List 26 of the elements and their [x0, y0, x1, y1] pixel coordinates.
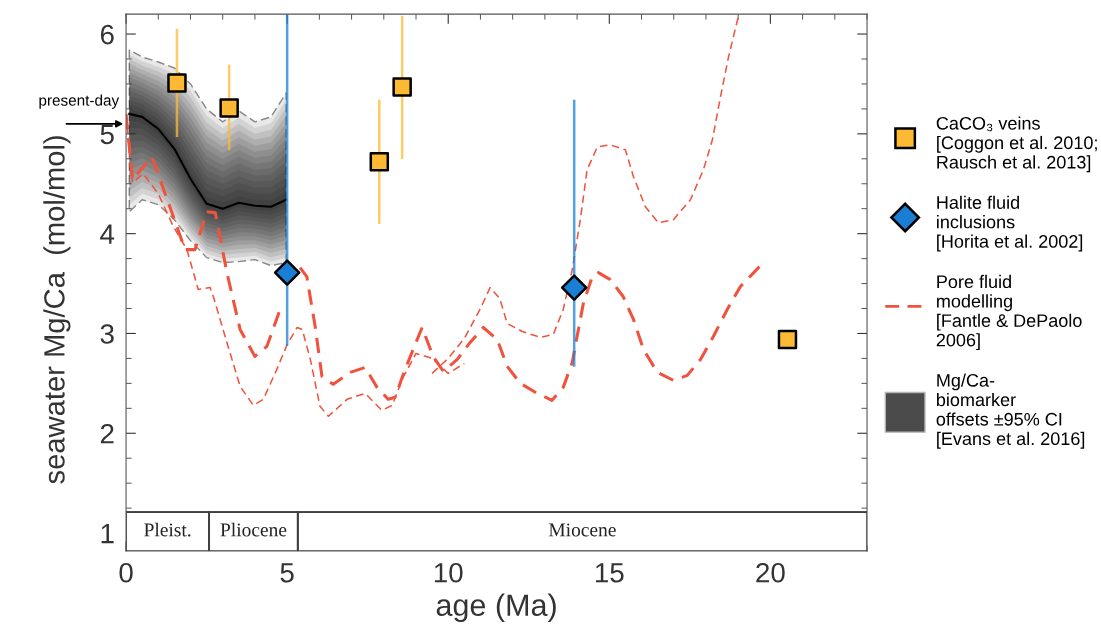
x-tick-label: 15: [595, 563, 624, 583]
y-tick-label: 3: [100, 324, 114, 344]
x-tick-label: 0: [119, 562, 133, 583]
point: [560, 274, 588, 301]
legend-label: Mg/Ca- biomarker offsets ±95% CI [Evans et al. 2016]: [936, 373, 1085, 449]
x-tick-label: 20: [756, 562, 785, 583]
y-tick-label: 5: [100, 124, 114, 145]
legend-label: Halite fluid inclusions [Horita et al. 2002]: [937, 195, 1083, 252]
point: [392, 77, 412, 97]
y-tick-label: 1: [101, 524, 114, 544]
band-label: Miocene: [548, 523, 616, 537]
point: [777, 329, 798, 350]
band-label: Pleist.: [144, 522, 191, 537]
x-tick-label: 5: [280, 563, 294, 583]
annotation: present-day: [39, 94, 120, 109]
y-tick-label: 4: [100, 224, 115, 244]
y-axis-title: seawater Mg/Ca (mol/mol): [43, 136, 71, 484]
y-tick-label: 6: [100, 24, 114, 45]
band-label: Pliocene: [220, 522, 287, 537]
point: [273, 259, 301, 286]
x-tick-label: 10: [434, 562, 463, 583]
x-axis-title: age (Ma): [436, 593, 556, 623]
y-tick-label: 2: [100, 423, 114, 444]
legend-label: Pore fluid modelling [Fantle & DePaolo 2006]: [936, 274, 1082, 351]
legend-label: CaCO₃ veins [Coggon et al. 2010; Rausch et al. 2013]: [936, 116, 1097, 173]
point: [369, 152, 390, 172]
